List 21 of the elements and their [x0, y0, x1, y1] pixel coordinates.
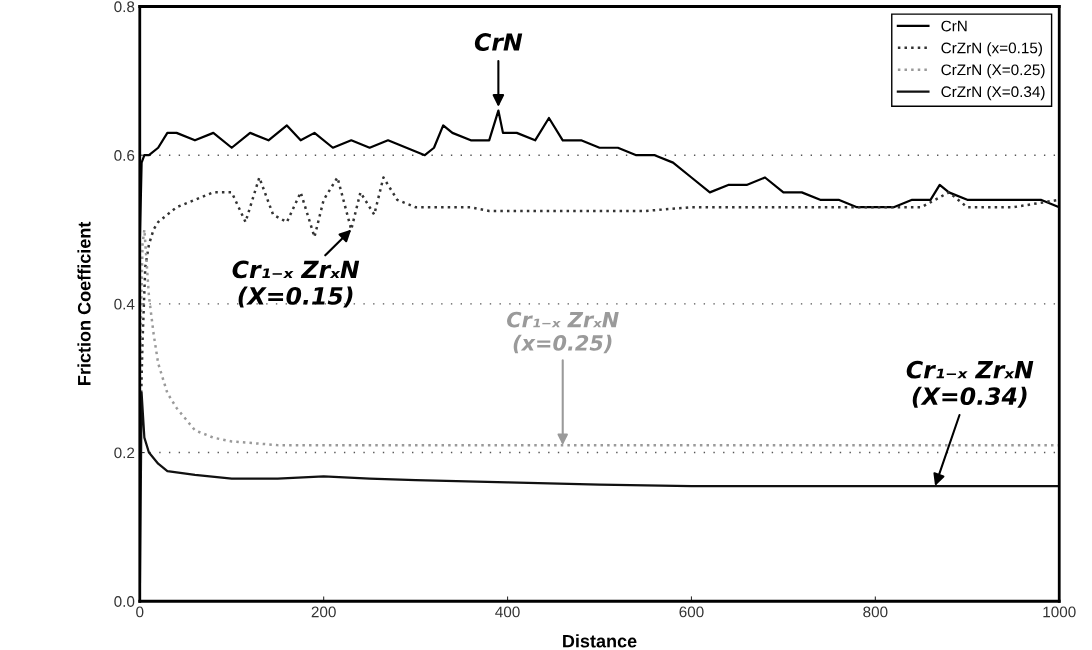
legend-label: CrZrN (X=0.34)	[941, 85, 1045, 101]
y-tick-label: 0.4	[114, 298, 135, 310]
legend-label: CrN	[941, 20, 967, 32]
annotation: Cr₁₋ₓ ZrₓN (X=0.34)	[906, 360, 1034, 408]
y-tick-label: 0.6	[114, 150, 135, 161]
x-tick-label: 800	[863, 606, 888, 618]
annotation: CrN	[474, 33, 523, 51]
y-tick-label: 0.2	[114, 447, 135, 459]
y-tick-label: 0.8	[114, 1, 135, 13]
annotation: Cr₁₋ₓ ZrₓN (x=0.25)	[507, 311, 619, 354]
annotation: Cr₁₋ₓ ZrₓN (X=0.15)	[232, 260, 360, 308]
x-tick-label: 0	[136, 606, 144, 618]
x-tick-label: 200	[311, 606, 336, 618]
x-tick-label: 600	[679, 606, 704, 618]
y-axis-title: Friction Coefficient	[77, 221, 91, 385]
x-tick-label: 400	[495, 606, 520, 618]
legend-label: CrZrN (x=0.15)	[941, 42, 1042, 57]
legend-label: CrZrN (X=0.25)	[941, 64, 1045, 79]
x-tick-label: 1000	[1043, 606, 1076, 618]
y-tick-label: 0.0	[114, 596, 135, 607]
x-axis-title: Distance	[563, 634, 637, 648]
